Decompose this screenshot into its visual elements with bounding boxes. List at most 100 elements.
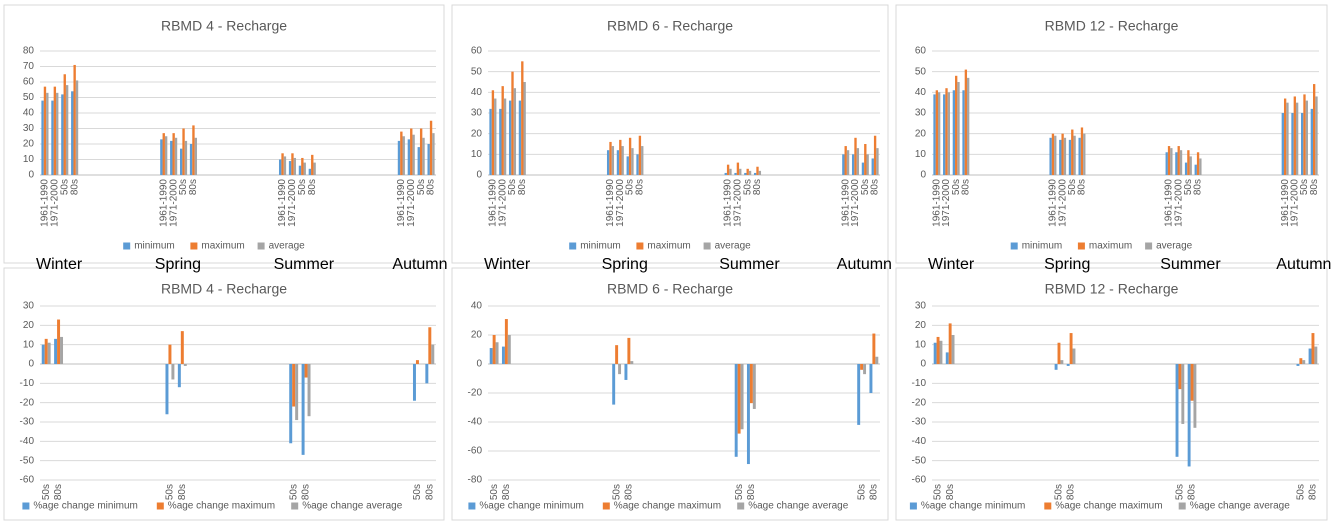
bar bbox=[504, 319, 508, 364]
x-tick-label: 80s bbox=[301, 484, 312, 500]
season-label: Autumn bbox=[837, 256, 892, 273]
bar bbox=[291, 153, 294, 175]
x-tick-label: 50s bbox=[41, 484, 52, 500]
x-tick-label: 50s bbox=[1054, 484, 1065, 500]
legend-swatch bbox=[569, 242, 577, 250]
bar bbox=[1080, 127, 1084, 175]
bar bbox=[177, 364, 181, 388]
x-tick-label: 50s bbox=[178, 179, 189, 195]
bar bbox=[1078, 137, 1081, 175]
y-tick-label: -40 bbox=[468, 417, 483, 428]
bar bbox=[308, 168, 312, 175]
legend-swatch bbox=[257, 242, 265, 250]
legend-swatch bbox=[1044, 502, 1052, 510]
y-tick-label: 20 bbox=[471, 128, 483, 139]
bar bbox=[756, 166, 759, 175]
bar bbox=[494, 98, 497, 175]
legend-label: %age change maximum bbox=[168, 501, 275, 512]
bar bbox=[288, 161, 292, 175]
bar bbox=[616, 150, 620, 175]
bar bbox=[1281, 113, 1284, 175]
bar bbox=[951, 335, 955, 364]
y-tick-label: -60 bbox=[20, 475, 35, 486]
y-tick-label: 70 bbox=[23, 61, 35, 72]
bar bbox=[615, 345, 619, 364]
y-tick-label: 10 bbox=[23, 154, 35, 165]
bar bbox=[1199, 158, 1202, 175]
bar bbox=[737, 364, 741, 434]
x-tick-label: 50s bbox=[734, 484, 745, 500]
bar bbox=[295, 364, 299, 421]
season-label: Winter bbox=[484, 256, 531, 273]
bar bbox=[1302, 360, 1306, 364]
legend-label: average bbox=[269, 241, 306, 252]
bar bbox=[1189, 156, 1192, 175]
bar bbox=[170, 140, 173, 175]
bar bbox=[521, 61, 524, 176]
legend-swatch bbox=[737, 502, 745, 510]
x-tick-label: 1961-1990 bbox=[931, 179, 942, 227]
bar bbox=[415, 360, 419, 364]
bar bbox=[749, 364, 753, 404]
panel-border bbox=[895, 267, 1328, 521]
y-tick-label: -30 bbox=[20, 417, 35, 428]
season-label: Autumn bbox=[392, 256, 447, 273]
legend-label: %age change minimum bbox=[479, 501, 584, 512]
bar bbox=[53, 86, 57, 175]
legend-label: average bbox=[1156, 241, 1193, 252]
bar bbox=[945, 352, 949, 364]
legend-swatch bbox=[1077, 242, 1085, 250]
bar bbox=[844, 146, 847, 175]
bar bbox=[752, 364, 756, 409]
legend-label: maximum bbox=[201, 241, 244, 252]
x-tick-label: 50s bbox=[860, 179, 871, 195]
x-tick-label: 1971-2000 bbox=[1289, 179, 1300, 227]
bar bbox=[41, 100, 44, 175]
bar bbox=[429, 120, 433, 175]
legend-swatch bbox=[156, 502, 164, 510]
bar bbox=[184, 140, 188, 175]
bar bbox=[1060, 360, 1064, 364]
legend-swatch bbox=[602, 502, 610, 510]
legend-label: %age change average bbox=[1190, 501, 1291, 512]
bar bbox=[627, 337, 631, 364]
chart-title: RBMD 12 - Recharge bbox=[1045, 281, 1179, 297]
bar bbox=[172, 133, 175, 175]
y-tick-label: 20 bbox=[915, 320, 927, 331]
y-tick-label: -50 bbox=[20, 455, 35, 466]
bar bbox=[611, 146, 615, 175]
bar bbox=[734, 364, 738, 457]
bar bbox=[425, 364, 429, 384]
bar bbox=[293, 157, 297, 175]
bar bbox=[1177, 146, 1180, 175]
bar bbox=[1190, 364, 1194, 401]
x-tick-label: 50s bbox=[288, 484, 299, 500]
y-tick-label: 40 bbox=[471, 301, 483, 312]
x-tick-label: 80s bbox=[945, 484, 956, 500]
bar bbox=[412, 364, 416, 401]
legend-label: maximum bbox=[1089, 241, 1132, 252]
season-label: Spring bbox=[602, 256, 648, 273]
legend-label: %age change minimum bbox=[33, 501, 137, 512]
legend-label: maximum bbox=[647, 241, 690, 252]
x-tick-label: 50s bbox=[507, 179, 518, 195]
bar bbox=[1175, 364, 1179, 457]
legend-swatch bbox=[190, 242, 198, 250]
bar bbox=[303, 162, 306, 175]
bar bbox=[301, 364, 305, 455]
bar bbox=[952, 90, 956, 175]
x-tick-label: 80s bbox=[870, 179, 881, 195]
x-tick-label: 1961-1990 bbox=[396, 179, 407, 227]
bar bbox=[864, 144, 867, 175]
x-tick-label: 50s bbox=[297, 179, 308, 195]
bar bbox=[943, 94, 946, 175]
bar bbox=[851, 154, 855, 175]
x-tick-label: 1971-2000 bbox=[733, 179, 744, 227]
x-tick-label: 1971-2000 bbox=[497, 179, 508, 227]
bar bbox=[1054, 135, 1057, 175]
x-tick-label: 50s bbox=[489, 484, 500, 500]
bar bbox=[180, 331, 184, 364]
bar bbox=[1314, 346, 1318, 364]
bar bbox=[1073, 135, 1076, 175]
bar bbox=[1049, 137, 1052, 175]
